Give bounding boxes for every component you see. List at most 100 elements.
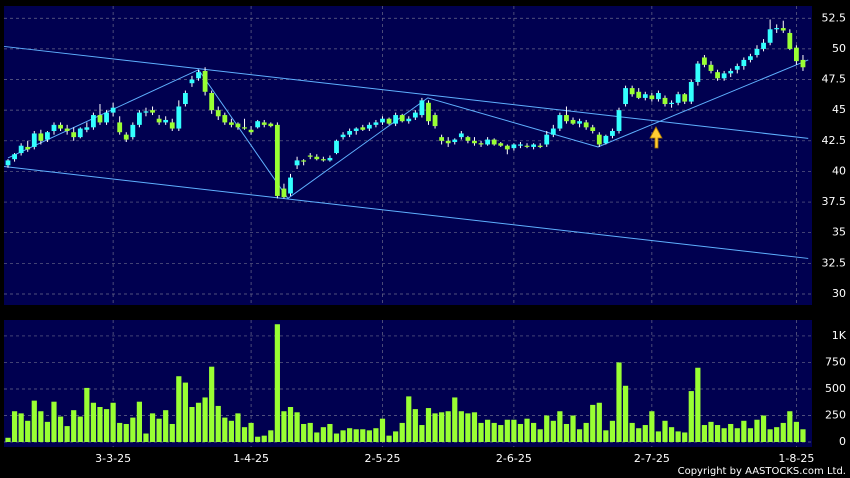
- volume-bar: [590, 404, 596, 443]
- candle-body: [662, 97, 668, 105]
- volume-bar: [64, 426, 70, 443]
- volume-bar: [215, 405, 221, 443]
- candle-body: [281, 188, 287, 198]
- volume-bar: [465, 413, 471, 443]
- candle-body: [301, 160, 307, 162]
- candle-body: [780, 28, 786, 31]
- trend-line: [4, 45, 809, 139]
- volume-bar: [268, 430, 274, 443]
- volume-bar: [649, 411, 655, 443]
- candle-body: [117, 122, 123, 133]
- volume-bar: [596, 402, 602, 443]
- candle-body: [623, 88, 628, 105]
- volume-bar: [741, 420, 747, 443]
- candle-body: [51, 124, 57, 131]
- trend-line: [4, 166, 809, 259]
- candle-body: [518, 144, 523, 146]
- candle-body: [511, 144, 517, 149]
- volume-bar: [550, 420, 556, 443]
- candle-body: [583, 122, 589, 128]
- candle-body: [84, 127, 90, 130]
- candle-body: [209, 93, 215, 111]
- volume-bar: [222, 417, 228, 443]
- volume-bar: [77, 416, 83, 443]
- candle-body: [682, 94, 688, 102]
- candle-body: [544, 134, 550, 145]
- volume-bar: [301, 423, 307, 443]
- volume-bar: [570, 415, 576, 443]
- candle-body: [130, 124, 136, 138]
- candle-body: [570, 119, 576, 124]
- volume-bar: [728, 423, 734, 443]
- candle-body: [163, 119, 169, 123]
- candle-body: [255, 121, 261, 128]
- candle-body: [64, 128, 70, 131]
- volume-bar: [412, 409, 418, 443]
- volume-bar: [609, 420, 616, 443]
- volume-bar: [274, 324, 280, 443]
- volume-bar: [202, 397, 208, 443]
- volume-bar: [182, 382, 188, 443]
- candle-body: [800, 59, 806, 68]
- candle-body: [380, 118, 385, 123]
- volume-bar: [531, 422, 537, 443]
- candle-body: [432, 115, 438, 127]
- y-tick-label: 37.5: [822, 195, 847, 208]
- volume-bar: [688, 391, 694, 443]
- candle-body: [629, 88, 635, 95]
- candle-body: [320, 159, 326, 161]
- volume-bar: [563, 423, 570, 443]
- volume-bar: [255, 436, 261, 443]
- volume-bar: [642, 425, 648, 443]
- candle-body: [18, 145, 24, 154]
- volume-bar: [44, 421, 51, 443]
- candle-body: [156, 118, 162, 123]
- x-tick-label: 1-4-25: [233, 452, 269, 465]
- candle-body: [636, 91, 642, 98]
- volume-bar: [110, 402, 116, 443]
- volume-bar: [156, 418, 162, 443]
- y-tick-label: 50: [832, 42, 846, 55]
- candle-body: [649, 95, 655, 100]
- candle-body: [596, 134, 602, 145]
- volume-bar: [241, 427, 248, 443]
- volume-bar: [458, 411, 464, 443]
- volume-bar: [31, 400, 37, 443]
- candle-body: [787, 32, 793, 49]
- candle-body: [38, 133, 44, 141]
- volume-bar: [333, 433, 340, 443]
- candle-body: [577, 121, 582, 124]
- candle-body: [143, 111, 149, 113]
- candle-body: [268, 123, 274, 127]
- candle-body: [242, 127, 247, 129]
- volume-bar: [439, 412, 445, 443]
- volume-bar: [524, 418, 530, 443]
- candle-body: [261, 122, 267, 125]
- candle-body: [77, 128, 83, 138]
- volume-bar: [84, 387, 90, 443]
- volume-bar: [307, 422, 313, 443]
- volume-tick-label: 0: [839, 435, 846, 448]
- volume-bar: [130, 417, 136, 443]
- volume-bar: [425, 408, 432, 443]
- candle-body: [472, 140, 477, 144]
- y-tick-label: 40: [832, 164, 846, 177]
- volume-bar: [11, 411, 18, 443]
- candle-body: [491, 139, 497, 145]
- candle-body: [445, 140, 451, 144]
- volume-bar: [287, 407, 294, 443]
- volume-tick-label: 500: [825, 382, 846, 395]
- volume-bar: [655, 431, 662, 443]
- volume-bar: [294, 412, 300, 443]
- volume-bar: [314, 432, 320, 443]
- volume-bar: [800, 429, 806, 443]
- candle-body: [91, 115, 96, 128]
- candle-body: [741, 59, 747, 67]
- candle-body: [439, 137, 445, 141]
- volume-bar: [248, 422, 254, 443]
- candle-body: [176, 106, 182, 129]
- candle-body: [373, 122, 379, 125]
- volume-bar: [320, 427, 326, 443]
- volume-bar: [682, 432, 688, 443]
